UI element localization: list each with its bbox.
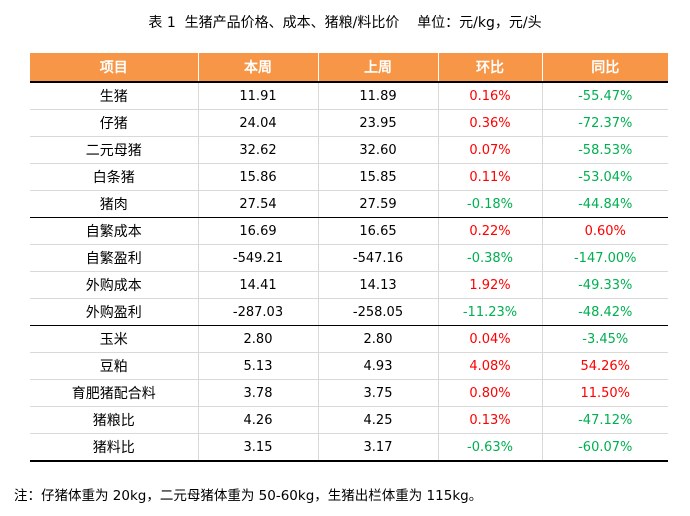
- cell-week-on-week: -11.23%: [437, 298, 542, 326]
- cell-last-week: -547.16: [317, 244, 438, 272]
- cell-year-on-year: 11.50%: [541, 379, 668, 407]
- cell-year-on-year: -53.04%: [541, 163, 668, 191]
- row-label: 生猪: [30, 82, 198, 110]
- cell-week-on-week: 0.11%: [437, 163, 542, 191]
- table-header-row: 项目 本周 上周 环比 同比: [30, 53, 668, 83]
- row-label: 白条猪: [30, 163, 198, 191]
- cell-last-week: 3.17: [317, 433, 438, 462]
- cell-this-week: 2.80: [197, 325, 318, 353]
- table-row: 猪肉 27.54 27.59 -0.18% -44.84%: [30, 190, 668, 218]
- cell-year-on-year: -48.42%: [541, 298, 668, 326]
- header-year-on-year: 同比: [541, 53, 668, 83]
- cell-week-on-week: -0.18%: [437, 190, 542, 218]
- cell-year-on-year: -60.07%: [541, 433, 668, 462]
- row-label: 自繁成本: [30, 217, 198, 245]
- cell-week-on-week: 4.08%: [437, 352, 542, 380]
- cell-week-on-week: 0.80%: [437, 379, 542, 407]
- cell-year-on-year: 54.26%: [541, 352, 668, 380]
- row-label: 猪料比: [30, 433, 198, 462]
- cell-this-week: -549.21: [197, 244, 318, 272]
- cell-this-week: 3.15: [197, 433, 318, 462]
- cell-week-on-week: 0.13%: [437, 406, 542, 434]
- cell-year-on-year: -147.00%: [541, 244, 668, 272]
- cell-year-on-year: -44.84%: [541, 190, 668, 218]
- row-label: 仔猪: [30, 109, 198, 137]
- table-title: 表 1 生猪产品价格、成本、猪粮/料比价 单位：元/kg，元/头: [148, 15, 542, 31]
- header-item: 项目: [30, 53, 198, 83]
- cell-this-week: 16.69: [197, 217, 318, 245]
- header-week-on-week: 环比: [437, 53, 542, 83]
- cell-year-on-year: -49.33%: [541, 271, 668, 299]
- cell-this-week: 32.62: [197, 136, 318, 164]
- table-row: 外购盈利 -287.03 -258.05 -11.23% -48.42%: [30, 298, 668, 326]
- cell-last-week: 14.13: [317, 271, 438, 299]
- row-label: 豆粕: [30, 352, 198, 380]
- row-label: 猪肉: [30, 190, 198, 218]
- cell-last-week: 4.25: [317, 406, 438, 434]
- cell-week-on-week: 0.07%: [437, 136, 542, 164]
- cell-year-on-year: -3.45%: [541, 325, 668, 353]
- row-label: 二元母猪: [30, 136, 198, 164]
- cell-this-week: 3.78: [197, 379, 318, 407]
- row-label: 猪粮比: [30, 406, 198, 434]
- header-this-week: 本周: [197, 53, 318, 83]
- cell-year-on-year: -58.53%: [541, 136, 668, 164]
- table-row: 自繁盈利 -549.21 -547.16 -0.38% -147.00%: [30, 244, 668, 272]
- cell-year-on-year: -55.47%: [541, 82, 668, 110]
- cell-last-week: 15.85: [317, 163, 438, 191]
- footnote: 注：仔猪体重为 20kg，二元母猪体重为 50-60kg，生猪出栏体重为 115…: [14, 488, 483, 504]
- row-label: 外购盈利: [30, 298, 198, 326]
- cell-last-week: 32.60: [317, 136, 438, 164]
- cell-this-week: 15.86: [197, 163, 318, 191]
- cell-this-week: 14.41: [197, 271, 318, 299]
- cell-week-on-week: 0.04%: [437, 325, 542, 353]
- cell-week-on-week: 0.22%: [437, 217, 542, 245]
- cell-week-on-week: 0.36%: [437, 109, 542, 137]
- table-row: 玉米 2.80 2.80 0.04% -3.45%: [30, 325, 668, 353]
- cell-this-week: 4.26: [197, 406, 318, 434]
- price-table: 项目 本周 上周 环比 同比 生猪 11.91 11.89 0.16% -55.47% 仔…: [30, 53, 668, 462]
- cell-last-week: 23.95: [317, 109, 438, 137]
- row-label: 玉米: [30, 325, 198, 353]
- cell-year-on-year: 0.60%: [541, 217, 668, 245]
- cell-last-week: 16.65: [317, 217, 438, 245]
- cell-last-week: 27.59: [317, 190, 438, 218]
- table-row: 自繁成本 16.69 16.65 0.22% 0.60%: [30, 217, 668, 245]
- table-row: 猪料比 3.15 3.17 -0.63% -60.07%: [30, 433, 668, 462]
- row-label: 外购成本: [30, 271, 198, 299]
- table-row: 仔猪 24.04 23.95 0.36% -72.37%: [30, 109, 668, 137]
- cell-this-week: 27.54: [197, 190, 318, 218]
- cell-this-week: 11.91: [197, 82, 318, 110]
- table-row: 育肥猪配合料 3.78 3.75 0.80% 11.50%: [30, 379, 668, 407]
- cell-this-week: 24.04: [197, 109, 318, 137]
- cell-week-on-week: 0.16%: [437, 82, 542, 110]
- cell-week-on-week: -0.63%: [437, 433, 542, 462]
- cell-week-on-week: -0.38%: [437, 244, 542, 272]
- cell-last-week: 11.89: [317, 82, 438, 110]
- table-row: 白条猪 15.86 15.85 0.11% -53.04%: [30, 163, 668, 191]
- table-row: 二元母猪 32.62 32.60 0.07% -58.53%: [30, 136, 668, 164]
- cell-year-on-year: -72.37%: [541, 109, 668, 137]
- cell-year-on-year: -47.12%: [541, 406, 668, 434]
- table-row: 生猪 11.91 11.89 0.16% -55.47%: [30, 82, 668, 110]
- cell-this-week: -287.03: [197, 298, 318, 326]
- table-row: 豆粕 5.13 4.93 4.08% 54.26%: [30, 352, 668, 380]
- table-row: 外购成本 14.41 14.13 1.92% -49.33%: [30, 271, 668, 299]
- cell-last-week: 2.80: [317, 325, 438, 353]
- cell-week-on-week: 1.92%: [437, 271, 542, 299]
- header-last-week: 上周: [317, 53, 438, 83]
- row-label: 自繁盈利: [30, 244, 198, 272]
- cell-last-week: 3.75: [317, 379, 438, 407]
- cell-this-week: 5.13: [197, 352, 318, 380]
- cell-last-week: 4.93: [317, 352, 438, 380]
- row-label: 育肥猪配合料: [30, 379, 198, 407]
- table-body: 生猪 11.91 11.89 0.16% -55.47% 仔猪 24.04 23.95 0.36…: [30, 82, 668, 462]
- table-row: 猪粮比 4.26 4.25 0.13% -47.12%: [30, 406, 668, 434]
- cell-last-week: -258.05: [317, 298, 438, 326]
